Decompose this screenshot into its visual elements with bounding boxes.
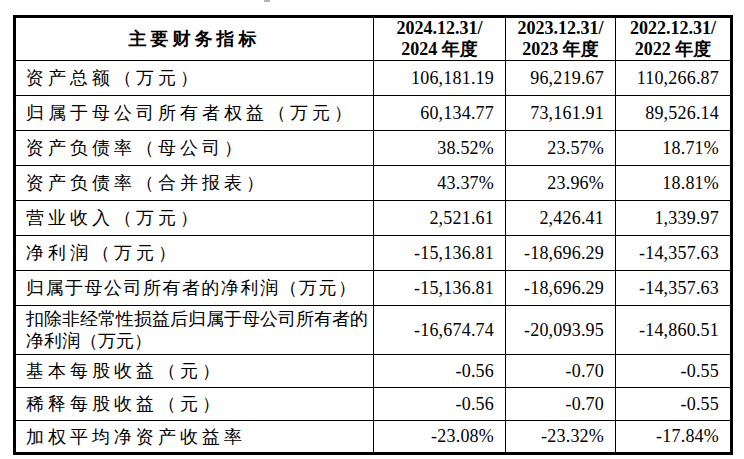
table-row: 归属于母公司所有者权益（万元） 60,134.77 73,161.91 89,5… [15,96,732,131]
column-header-2023: 2023.12.31/ 2023 年度 [506,17,616,61]
row-label: 归属于母公司所有者权益（万元） [15,96,374,131]
column-header-2024: 2024.12.31/ 2024 年度 [374,17,506,61]
table-row: 基本每股收益（元） -0.56 -0.70 -0.55 [15,355,732,388]
column-header-line2: 2024 年度 [376,39,503,60]
table-row: 净利润（万元） -15,136.81 -18,696.29 -14,357.63 [15,236,732,271]
cell-value: 110,266.87 [616,61,732,96]
cell-value: -14,357.63 [616,236,732,271]
cell-value: 38.52% [374,131,506,166]
cell-value: 43.37% [374,166,506,201]
row-label: 加权平均净资产收益率 [15,421,374,454]
cell-value: -20,093.95 [506,306,616,355]
row-label: 资产负债率（合并报表） [15,166,374,201]
table-row: 营业收入（万元） 2,521.61 2,426.41 1,339.97 [15,201,732,236]
row-label: 资产总额（万元） [15,61,374,96]
table-row: 资产负债率（合并报表） 43.37% 23.96% 18.81% [15,166,732,201]
indicator-column-header: 主要财务指标 [15,17,374,61]
table-row: 资产负债率（母公司） 38.52% 23.57% 18.71% [15,131,732,166]
row-label: 稀释每股收益（元） [15,388,374,421]
cell-value: -18,696.29 [506,271,616,306]
cell-value: -15,136.81 [374,236,506,271]
row-label: 归属于母公司所有者的净利润（万元） [15,271,374,306]
cell-value: -0.70 [506,355,616,388]
cell-value: 23.96% [506,166,616,201]
table-row: 加权平均净资产收益率 -23.08% -23.32% -17.84% [15,421,732,454]
column-header-line2: 2022 年度 [618,39,728,60]
table-header-row: 主要财务指标 2024.12.31/ 2024 年度 2023.12.31/ 2… [15,17,732,61]
column-header-line1: 2022.12.31/ [618,18,728,39]
cell-value: 1,339.97 [616,201,732,236]
cell-value: 89,526.14 [616,96,732,131]
cell-value: -14,860.51 [616,306,732,355]
cell-value: -17.84% [616,421,732,454]
document-page: 主要财务指标 2024.12.31/ 2024 年度 2023.12.31/ 2… [0,0,744,459]
column-header-line1: 2023.12.31/ [508,18,613,39]
row-label: 扣除非经常性损益后归属于母公司所有者的净利润（万元） [15,306,374,355]
column-header-line1: 2024.12.31/ [376,18,503,39]
row-label: 营业收入（万元） [15,201,374,236]
cell-value: 60,134.77 [374,96,506,131]
financial-indicators-table: 主要财务指标 2024.12.31/ 2024 年度 2023.12.31/ 2… [13,15,733,455]
cell-value: 18.71% [616,131,732,166]
cell-value: -18,696.29 [506,236,616,271]
cell-value: -0.55 [616,388,732,421]
cropped-text-artifact [264,0,270,2]
table-row: 归属于母公司所有者的净利润（万元） -15,136.81 -18,696.29 … [15,271,732,306]
cell-value: -16,674.74 [374,306,506,355]
cell-value: -0.70 [506,388,616,421]
cell-value: 2,426.41 [506,201,616,236]
table-row: 稀释每股收益（元） -0.56 -0.70 -0.55 [15,388,732,421]
row-label: 资产负债率（母公司） [15,131,374,166]
cell-value: -15,136.81 [374,271,506,306]
cell-value: -23.32% [506,421,616,454]
cell-value: -0.56 [374,355,506,388]
table-row: 扣除非经常性损益后归属于母公司所有者的净利润（万元） -16,674.74 -2… [15,306,732,355]
cell-value: -14,357.63 [616,271,732,306]
cell-value: 2,521.61 [374,201,506,236]
cell-value: -0.55 [616,355,732,388]
cell-value: -23.08% [374,421,506,454]
cell-value: 106,181.19 [374,61,506,96]
cell-value: 96,219.67 [506,61,616,96]
column-header-2022: 2022.12.31/ 2022 年度 [616,17,732,61]
cell-value: -0.56 [374,388,506,421]
row-label: 基本每股收益（元） [15,355,374,388]
cell-value: 73,161.91 [506,96,616,131]
cell-value: 18.81% [616,166,732,201]
row-label: 净利润（万元） [15,236,374,271]
column-header-line2: 2023 年度 [508,39,613,60]
table-row: 资产总额（万元） 106,181.19 96,219.67 110,266.87 [15,61,732,96]
cell-value: 23.57% [506,131,616,166]
